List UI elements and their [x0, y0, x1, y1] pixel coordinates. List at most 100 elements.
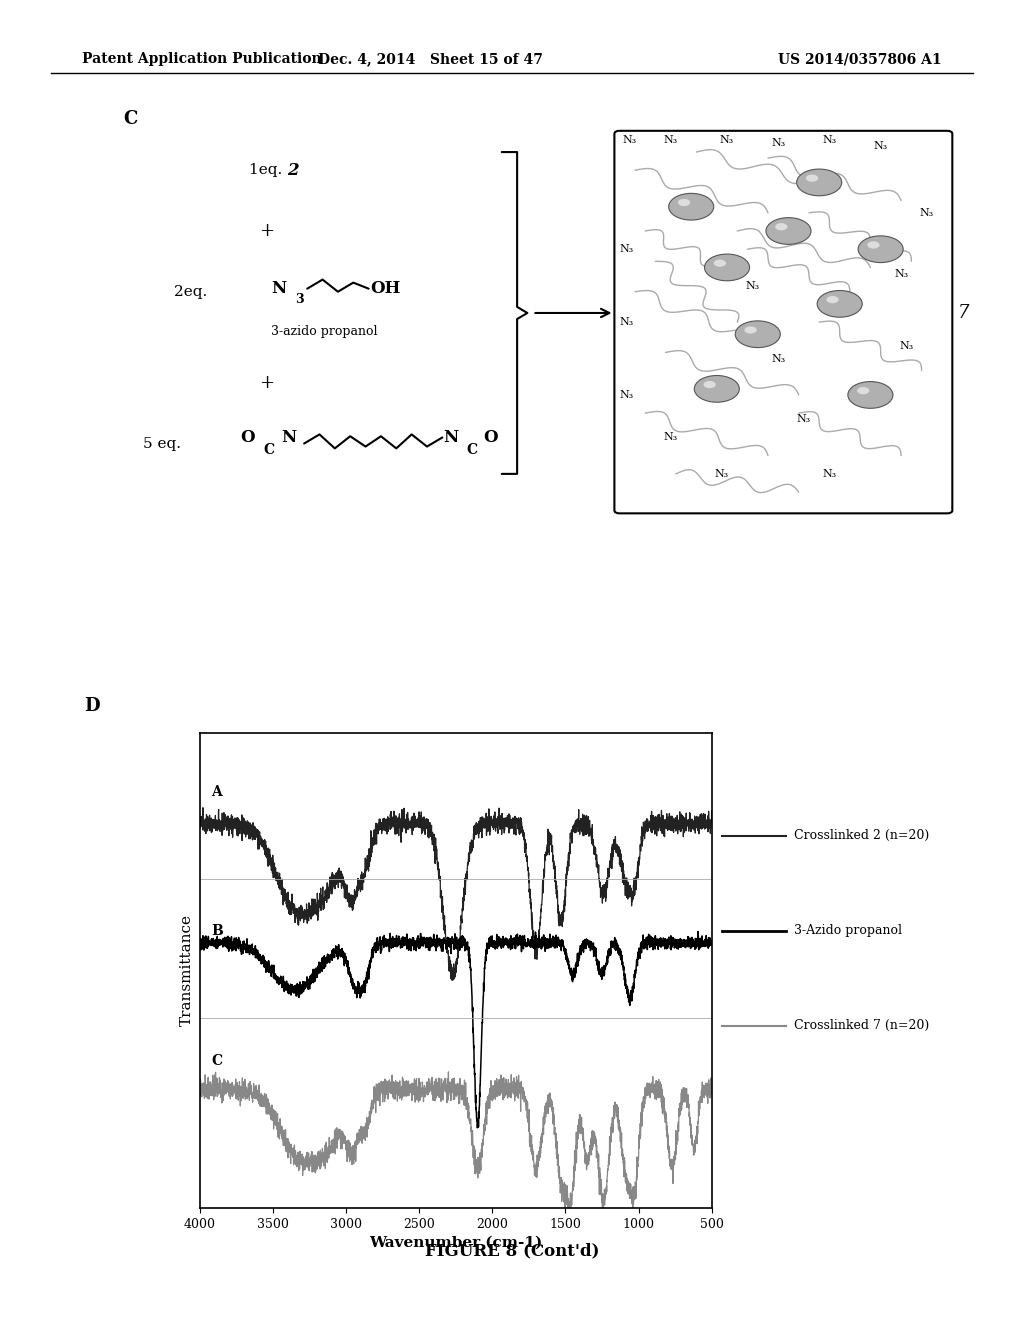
- Crosslinked 7 (n=20): [706, 1086, 718, 1102]
- Text: US 2014/0357806 A1: US 2014/0357806 A1: [778, 53, 942, 66]
- Crosslinked 2 (n=20): [487, 813, 500, 829]
- Line: Crosslinked 2 (n=20): Crosslinked 2 (n=20): [200, 808, 712, 981]
- Circle shape: [848, 381, 893, 408]
- Text: A: A: [211, 785, 222, 799]
- X-axis label: Wavenumber (cm-1): Wavenumber (cm-1): [369, 1236, 543, 1250]
- 3-Azido propanol: [194, 937, 206, 953]
- Text: FIGURE 8 (Cont'd): FIGURE 8 (Cont'd): [425, 1243, 599, 1259]
- Circle shape: [735, 321, 780, 347]
- Crosslinked 2 (n=20): [647, 812, 659, 828]
- Circle shape: [826, 296, 839, 304]
- Text: +: +: [259, 222, 273, 240]
- Text: O: O: [241, 429, 255, 446]
- Text: N₃: N₃: [664, 135, 678, 145]
- Circle shape: [806, 174, 818, 182]
- Text: C: C: [211, 1055, 222, 1068]
- Circle shape: [694, 375, 739, 403]
- 3-Azido propanol: [616, 956, 629, 972]
- Circle shape: [797, 169, 842, 195]
- Circle shape: [714, 260, 726, 267]
- Text: N₃: N₃: [620, 389, 634, 400]
- Text: N₃: N₃: [822, 469, 837, 479]
- Text: N₃: N₃: [620, 244, 634, 255]
- Text: N₃: N₃: [623, 135, 637, 145]
- Text: N₃: N₃: [822, 135, 837, 145]
- Crosslinked 2 (n=20): [197, 800, 209, 816]
- Circle shape: [817, 290, 862, 317]
- Circle shape: [775, 223, 787, 231]
- Text: N₃: N₃: [771, 139, 785, 148]
- 3-Azido propanol: [647, 941, 659, 957]
- Circle shape: [678, 199, 690, 206]
- Crosslinked 2 (n=20): [706, 803, 718, 818]
- Text: N₃: N₃: [720, 135, 734, 145]
- Text: 2: 2: [287, 162, 298, 178]
- Text: N: N: [282, 429, 297, 446]
- Crosslinked 7 (n=20): [442, 1064, 455, 1080]
- Text: N₃: N₃: [894, 268, 908, 279]
- 3-Azido propanol: [486, 939, 499, 954]
- Text: B: B: [211, 924, 223, 937]
- Text: C: C: [466, 442, 477, 457]
- Crosslinked 2 (n=20): [509, 816, 521, 832]
- Text: 5 eq.: 5 eq.: [143, 437, 181, 450]
- 3-Azido propanol: [258, 953, 270, 969]
- Text: D: D: [84, 697, 100, 715]
- Text: N₃: N₃: [745, 281, 760, 290]
- Text: N₃: N₃: [899, 342, 913, 351]
- Text: 2eq.: 2eq.: [174, 285, 212, 298]
- Text: Crosslinked 7 (n=20): Crosslinked 7 (n=20): [795, 1019, 930, 1032]
- Text: 1eq.: 1eq.: [249, 164, 287, 177]
- 3-Azido propanol: [706, 937, 718, 953]
- Text: N₃: N₃: [620, 317, 634, 327]
- Line: 3-Azido propanol: 3-Azido propanol: [200, 932, 712, 1127]
- Line: Crosslinked 7 (n=20): Crosslinked 7 (n=20): [200, 1072, 712, 1218]
- Text: N₃: N₃: [715, 469, 729, 479]
- Text: C: C: [123, 110, 137, 128]
- Text: Crosslinked 2 (n=20): Crosslinked 2 (n=20): [795, 829, 930, 842]
- Crosslinked 7 (n=20): [616, 1146, 629, 1162]
- Circle shape: [766, 218, 811, 244]
- Crosslinked 7 (n=20): [647, 1077, 659, 1093]
- Text: N₃: N₃: [920, 207, 934, 218]
- Crosslinked 2 (n=20): [259, 841, 271, 857]
- 3-Azido propanol: [204, 935, 216, 950]
- Text: +: +: [259, 374, 273, 392]
- Crosslinked 7 (n=20): [562, 1210, 574, 1226]
- 3-Azido propanol: [509, 940, 521, 956]
- Text: Patent Application Publication: Patent Application Publication: [82, 53, 322, 66]
- 3-Azido propanol: [471, 1119, 483, 1135]
- Text: N₃: N₃: [873, 141, 888, 150]
- Crosslinked 7 (n=20): [194, 1084, 206, 1100]
- Circle shape: [858, 236, 903, 263]
- Circle shape: [703, 381, 716, 388]
- 3-Azido propanol: [692, 924, 705, 940]
- Text: N: N: [271, 280, 287, 297]
- Text: OH: OH: [371, 280, 401, 297]
- Circle shape: [867, 242, 880, 248]
- Y-axis label: Transmittance: Transmittance: [180, 915, 195, 1026]
- Text: 3-azido propanol: 3-azido propanol: [271, 325, 378, 338]
- Circle shape: [705, 253, 750, 281]
- Circle shape: [857, 387, 869, 395]
- Crosslinked 7 (n=20): [509, 1085, 521, 1101]
- Crosslinked 7 (n=20): [258, 1085, 270, 1101]
- Text: 3-Azido propanol: 3-Azido propanol: [795, 924, 902, 937]
- Crosslinked 2 (n=20): [616, 855, 629, 871]
- Text: Dec. 4, 2014   Sheet 15 of 47: Dec. 4, 2014 Sheet 15 of 47: [317, 53, 543, 66]
- Crosslinked 2 (n=20): [194, 809, 206, 825]
- Crosslinked 7 (n=20): [204, 1080, 216, 1096]
- Circle shape: [669, 193, 714, 220]
- Text: C: C: [263, 442, 274, 457]
- Crosslinked 7 (n=20): [486, 1092, 499, 1107]
- Crosslinked 2 (n=20): [446, 973, 459, 989]
- Crosslinked 2 (n=20): [204, 808, 216, 824]
- Text: N₃: N₃: [664, 433, 678, 442]
- Text: 3: 3: [295, 293, 303, 305]
- Text: 7: 7: [957, 304, 969, 322]
- Text: N₃: N₃: [797, 414, 811, 424]
- Text: N: N: [443, 429, 459, 446]
- Text: O: O: [483, 429, 498, 446]
- Text: N₃: N₃: [771, 354, 785, 363]
- FancyBboxPatch shape: [614, 131, 952, 513]
